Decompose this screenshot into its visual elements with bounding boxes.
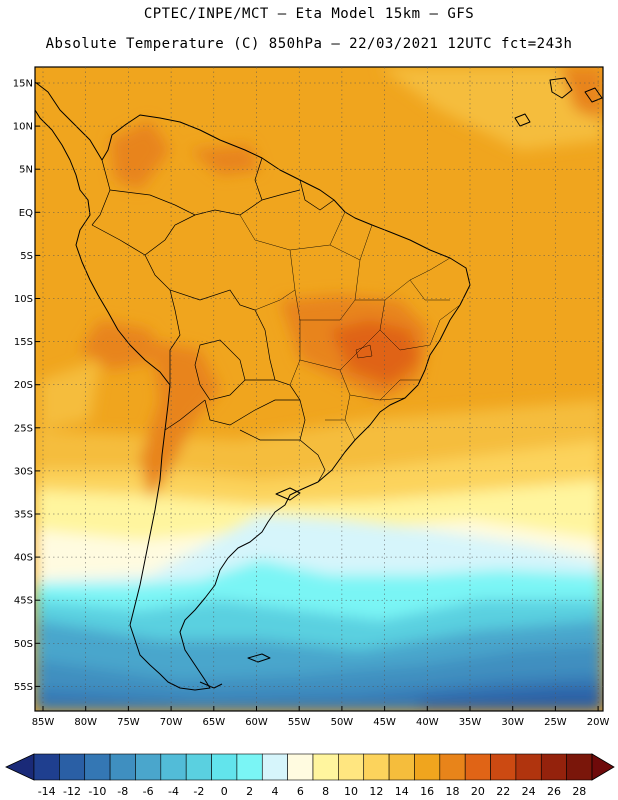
colorbar-label: 12 [369,785,383,798]
colorbar-label: 14 [395,785,409,798]
plot-frame [34,66,604,712]
lat-label: 5S [20,251,33,262]
lat-label: 40S [14,553,33,564]
title-field: Absolute Temperature (C) 850hPa – 22/03/… [45,36,573,52]
colorbar-label: 4 [271,785,278,798]
lat-label: 50S [14,639,33,650]
colorbar-label: 26 [547,785,561,798]
colorbar-label: 8 [322,785,329,798]
lat-label: 15S [14,337,33,348]
colorbar-swatch [414,753,441,781]
longitude-axis: 85W 80W 75W 70W 65W 60W 55W 50W 45W 40W 35W 30W 25W 2… [32,706,610,728]
colorbar-low-arrow [5,753,35,781]
lon-label: 35W [459,717,482,728]
colorbar-swatch [388,753,415,781]
lon-label: 50W [331,717,354,728]
lat-label: 10N [13,122,33,133]
lat-label: EQ [19,208,33,219]
colorbar-swatch [33,753,60,781]
lon-label: 75W [117,717,140,728]
colorbar-label: 0 [221,785,228,798]
colorbar-swatch [566,753,593,781]
colorbar-label: 10 [344,785,358,798]
colorbar-label: 6 [297,785,304,798]
colorbar-swatch [84,753,111,781]
colorbar-swatch [338,753,365,781]
colorbar-swatch [160,753,187,781]
colorbar-swatch [59,753,86,781]
colorbar-label: -12 [63,785,81,798]
colorbar-label: 18 [446,785,460,798]
lon-label: 70W [160,717,183,728]
colorbar-swatch [109,753,136,781]
colorbar-label: -14 [38,785,56,798]
lat-label: 55S [14,682,33,693]
lat-label: 25S [14,423,33,434]
colorbar-swatch [515,753,542,781]
colorbar-swatch [287,753,314,781]
latitude-axis: 15N 10N 5N EQ 5S 10S 15S 20S 25S 30S 35S 40S 45S 50S 5… [13,79,40,693]
lon-label: 85W [32,717,55,728]
colorbar-label: 2 [246,785,253,798]
colorbar-swatch [312,753,339,781]
country-borders [91,157,335,483]
colorbar: -14 -12 -10 -8 -6 -4 -2 0 2 4 6 8 10 12 14 16 18 20 22 24 26… [5,753,615,798]
state-borders [239,211,461,441]
colorbar-swatch [540,753,567,781]
lat-label: 15N [13,79,33,90]
colorbar-high-arrow [591,753,615,781]
lon-label: 80W [74,717,97,728]
lat-label: 5N [19,165,33,176]
colorbar-swatch [236,753,263,781]
colorbar-label: 28 [572,785,586,798]
colorbar-swatch [261,753,288,781]
colorbar-label: 16 [420,785,434,798]
lon-label: 20W [587,717,610,728]
colorbar-label: 20 [471,785,485,798]
colorbar-label: -10 [88,785,106,798]
colorbar-swatch [464,753,491,781]
lon-label: 60W [245,717,268,728]
colorbar-label: 22 [496,785,510,798]
lon-label: 40W [416,717,439,728]
coastline [35,77,603,691]
colorbar-label: 24 [522,785,536,798]
lat-label: 10S [14,294,33,305]
colorbar-swatch [439,753,466,781]
lat-label: 20S [14,380,33,391]
lon-label: 30W [501,717,524,728]
colorbar-label: -8 [117,785,128,798]
colorbar-label: -4 [168,785,179,798]
lon-label: 45W [373,717,396,728]
colorbar-swatch [490,753,517,781]
colorbar-swatch [363,753,390,781]
lon-label: 55W [288,717,311,728]
colorbar-swatch [211,753,238,781]
graticule [35,67,603,711]
colorbar-swatch [135,753,162,781]
lon-label: 25W [544,717,567,728]
colorbar-swatch [185,753,212,781]
title-model: CPTEC/INPE/MCT – Eta Model 15km – GFS [143,6,475,22]
temperature-field [35,67,603,711]
lat-label: 30S [14,466,33,477]
lat-label: 35S [14,510,33,521]
lat-label: 45S [14,596,33,607]
colorbar-label: -2 [193,785,204,798]
lon-label: 65W [202,717,225,728]
colorbar-label: -6 [143,785,154,798]
